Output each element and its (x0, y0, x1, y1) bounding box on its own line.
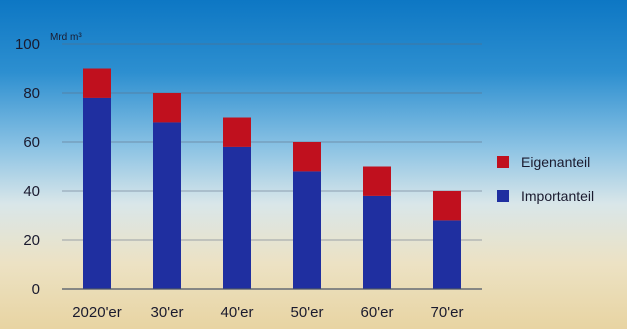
bar-segment-importanteil (83, 97, 111, 290)
y-tick-label: 20 (23, 232, 40, 249)
bar-segment-importanteil (153, 122, 181, 290)
y-tick-label: 100 (15, 36, 40, 53)
bar-segment-eigenanteil (223, 117, 251, 147)
x-tick-label: 2020'er (72, 304, 122, 321)
legend-label-importanteil: Importanteil (521, 188, 594, 204)
gridlines (62, 43, 482, 241)
y-axis-unit-label: Mrd m³ (50, 32, 82, 43)
legend-label-eigenanteil: Eigenanteil (521, 154, 590, 170)
legend-swatch-eigenanteil (497, 156, 509, 168)
bar-segment-eigenanteil (363, 166, 391, 196)
legend: Eigenanteil Importanteil (497, 154, 594, 204)
y-tick-label: 60 (23, 134, 40, 151)
y-tick-label: 0 (32, 281, 40, 298)
x-tick-label: 30'er (151, 304, 184, 321)
x-tick-label: 60'er (361, 304, 394, 321)
bar-segment-importanteil (433, 220, 461, 289)
bar-segment-eigenanteil (293, 142, 321, 172)
x-tick-label: 70'er (431, 304, 464, 321)
bar-segment-eigenanteil (83, 68, 111, 98)
bar-segment-importanteil (223, 146, 251, 289)
x-tick-label: 50'er (291, 304, 324, 321)
bar-segment-eigenanteil (433, 191, 461, 221)
x-tick-label: 40'er (221, 304, 254, 321)
axes: 0 20 40 60 80 100 2020'er 30'er 40'er 50'er 60'er 7… (15, 36, 482, 321)
legend-swatch-importanteil (497, 190, 509, 202)
bar-segment-importanteil (363, 195, 391, 289)
bar-segment-eigenanteil (153, 93, 181, 123)
bar-segment-importanteil (293, 171, 321, 289)
y-tick-label: 80 (23, 85, 40, 102)
bars (83, 68, 461, 290)
y-tick-label: 40 (23, 183, 40, 200)
